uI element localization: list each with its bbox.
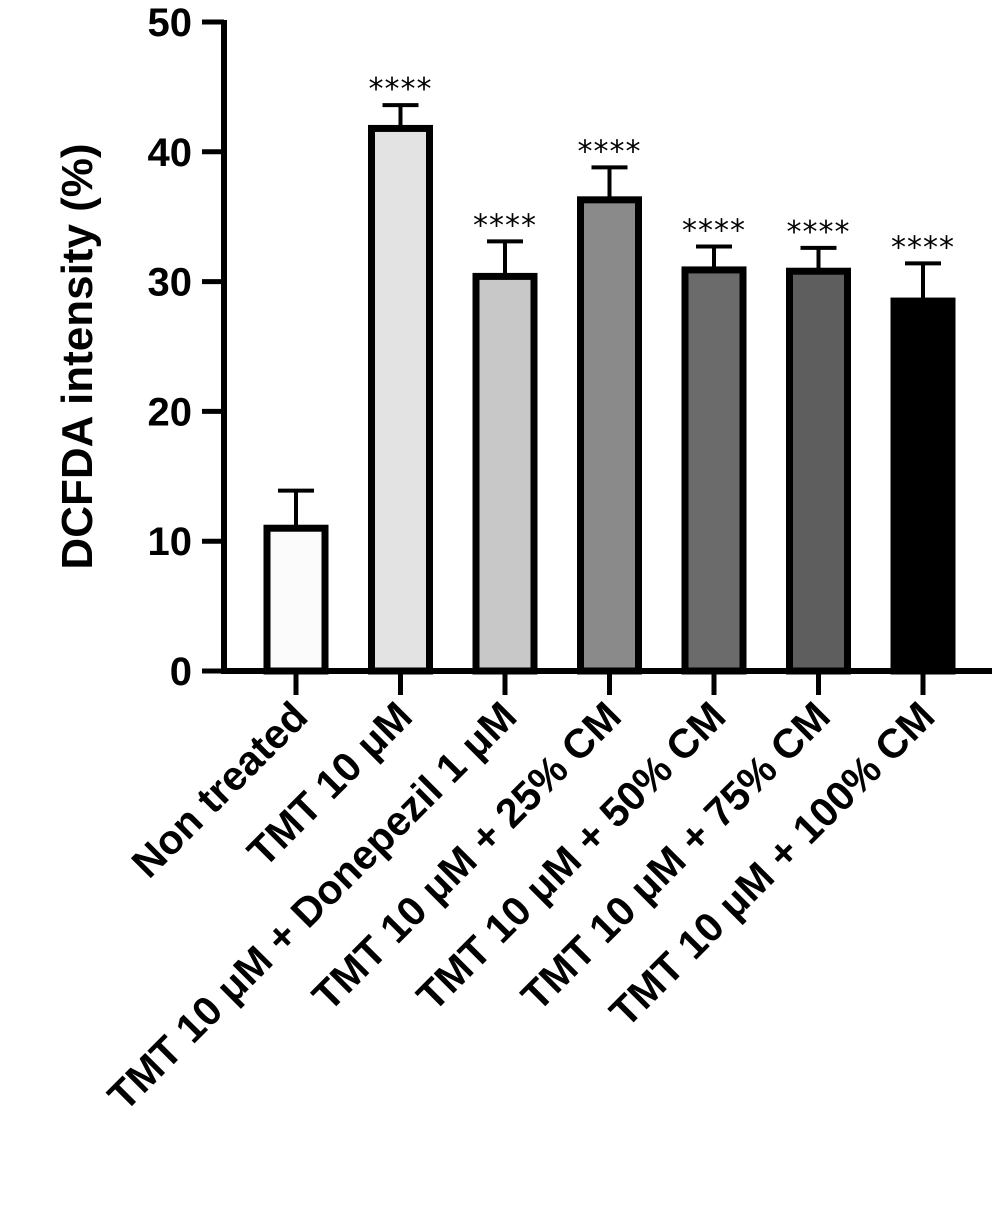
y-axis-label: DCFDA intensity (%) [53,143,102,569]
significance-label: **** [891,230,955,265]
x-tick-label: TMT 10 μM + Donepezil 1 μM [99,693,525,1119]
bar [472,272,538,675]
bar [890,297,956,675]
y-tick-label: 50 [148,1,193,45]
y-tick-label: 20 [148,390,193,434]
y-tick-label: 30 [148,261,193,305]
y-tick-label: 40 [148,131,193,175]
bar [681,266,747,675]
bar [263,524,329,675]
significance-label: **** [682,214,746,249]
significance-label: **** [473,208,537,243]
bar [368,124,433,675]
significance-label: **** [578,134,642,169]
bar [786,267,851,675]
y-tick-label: 10 [148,520,193,564]
y-tick-label: 0 [170,650,192,694]
bar [577,196,642,675]
significance-label: **** [369,72,433,107]
significance-label: **** [787,215,851,250]
